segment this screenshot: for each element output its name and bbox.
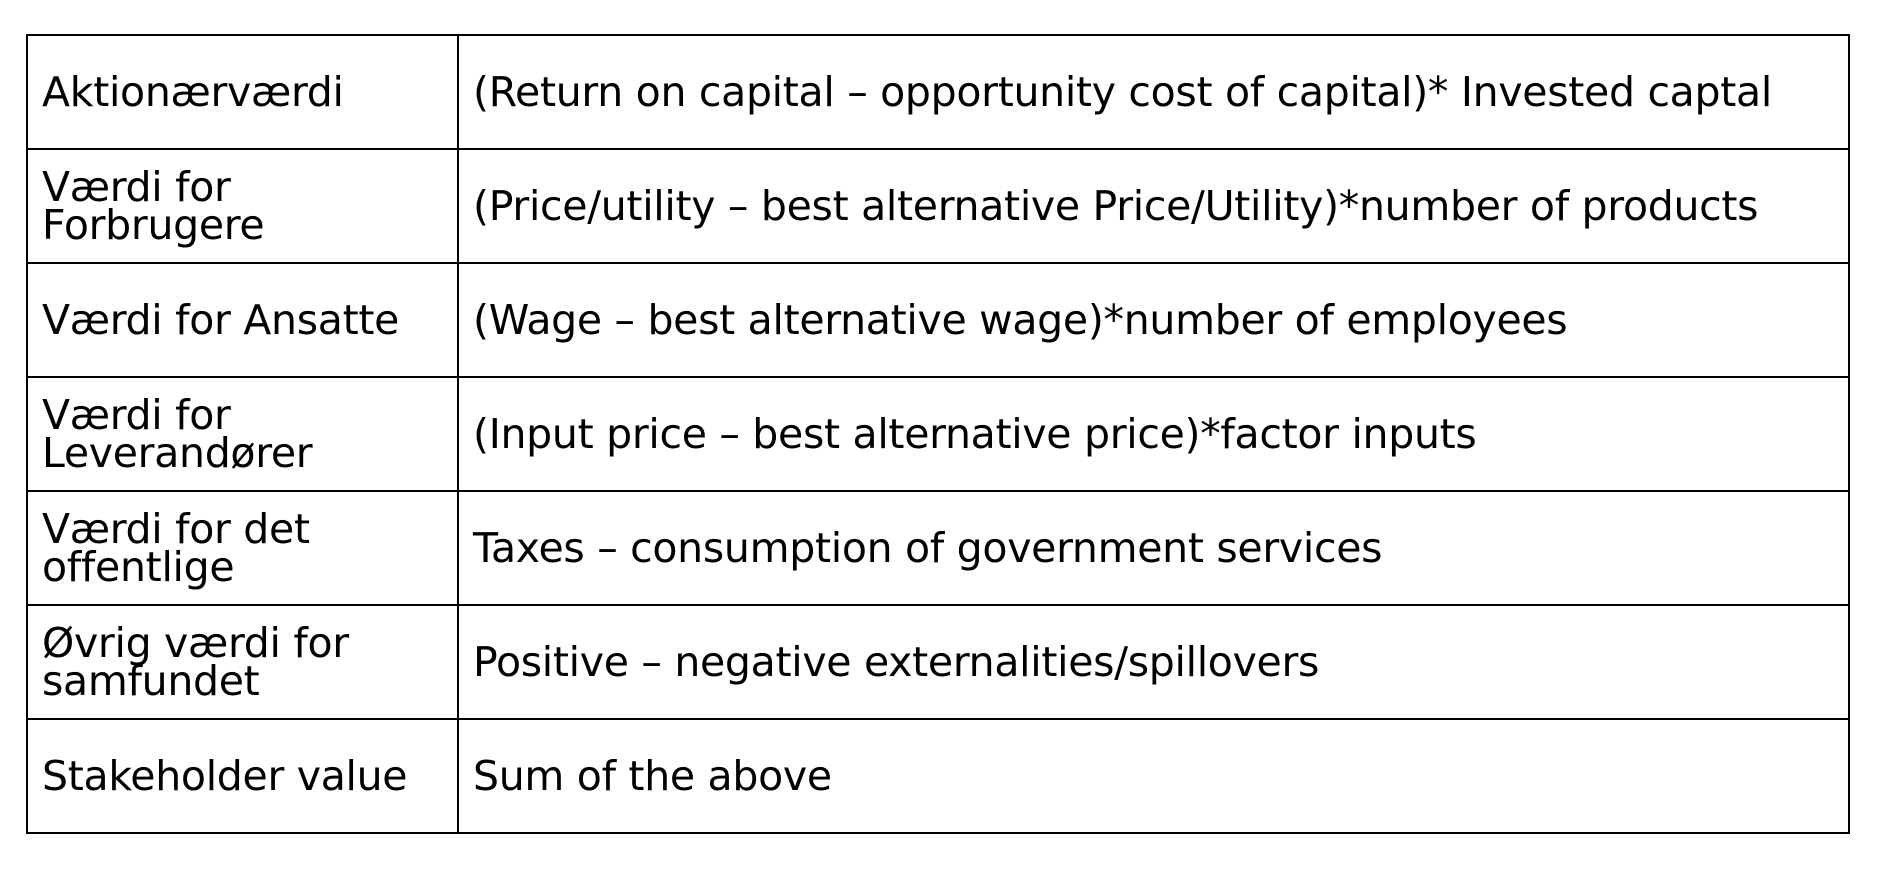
row-formula: (Wage – best alternative wage)*number of… (457, 262, 1850, 378)
row-formula: (Return on capital – opportunity cost of… (457, 34, 1850, 150)
table-row: Værdi for det offentlige Taxes – consump… (26, 490, 1850, 606)
table-row: Øvrig værdi for samfundet Positive – neg… (26, 604, 1850, 720)
stakeholder-value-table: Aktionærværdi (Return on capital – oppor… (26, 34, 1850, 834)
row-label: Værdi for Leverandører (26, 376, 459, 492)
table-row: Aktionærværdi (Return on capital – oppor… (26, 34, 1850, 150)
table-row: Værdi for Forbrugere (Price/utility – be… (26, 148, 1850, 264)
table-row: Værdi for Ansatte (Wage – best alternati… (26, 262, 1850, 378)
row-label: Værdi for det offentlige (26, 490, 459, 606)
table-row: Værdi for Leverandører (Input price – be… (26, 376, 1850, 492)
row-formula: (Price/utility – best alternative Price/… (457, 148, 1850, 264)
row-label: Stakeholder value (26, 718, 459, 834)
table-row: Stakeholder value Sum of the above (26, 718, 1850, 834)
row-label: Aktionærværdi (26, 34, 459, 150)
row-formula: (Input price – best alternative price)*f… (457, 376, 1850, 492)
row-label: Værdi for Forbrugere (26, 148, 459, 264)
row-formula: Sum of the above (457, 718, 1850, 834)
row-formula: Taxes – consumption of government servic… (457, 490, 1850, 606)
row-label: Værdi for Ansatte (26, 262, 459, 378)
row-label: Øvrig værdi for samfundet (26, 604, 459, 720)
row-formula: Positive – negative externalities/spillo… (457, 604, 1850, 720)
